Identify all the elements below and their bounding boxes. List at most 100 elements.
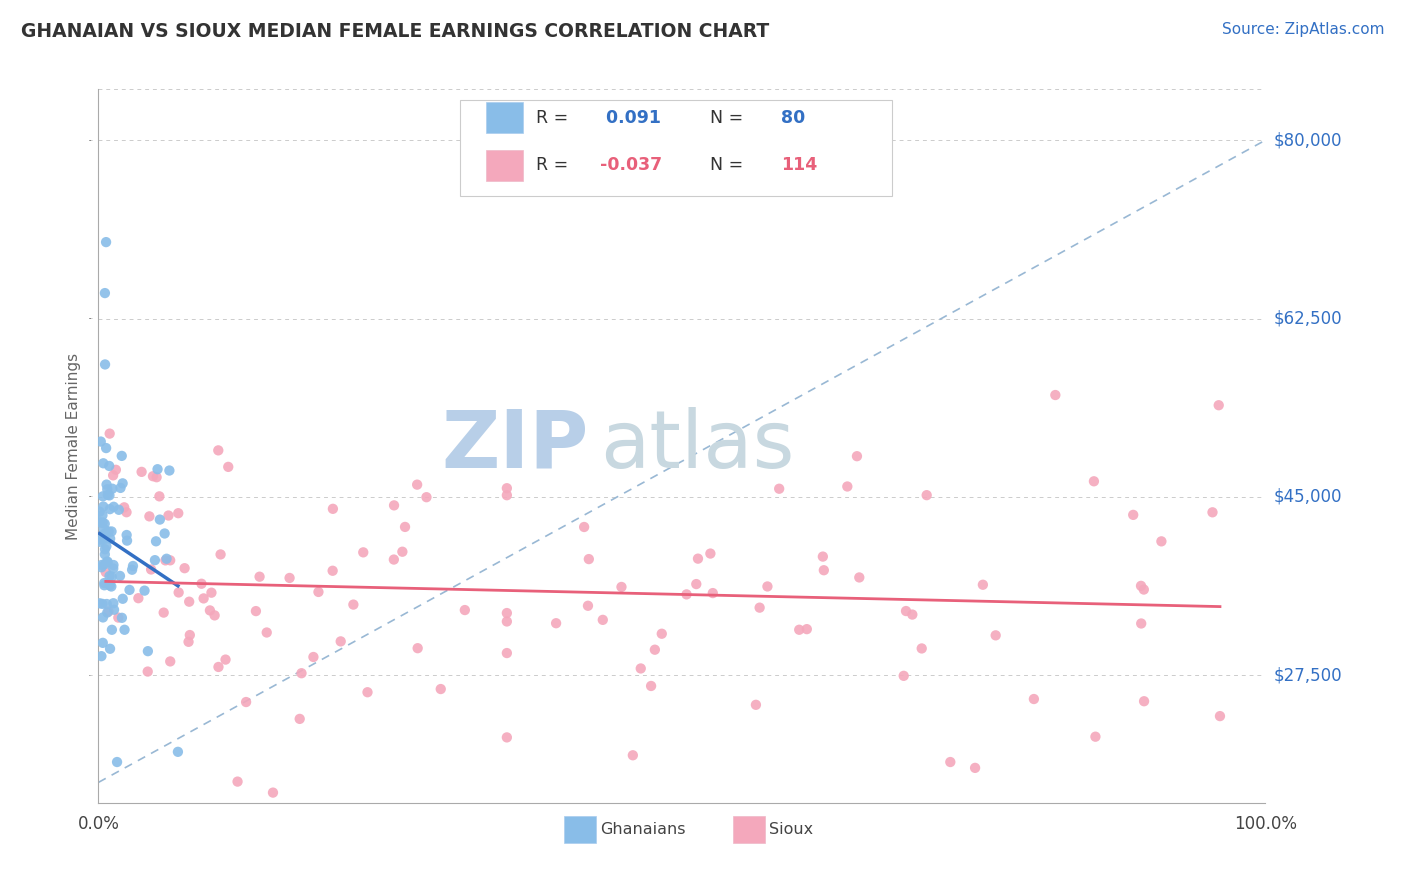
Point xyxy=(91,508,114,523)
Point xyxy=(97,524,120,539)
Point xyxy=(546,616,568,631)
Point xyxy=(103,558,125,572)
Point xyxy=(217,459,239,474)
Point xyxy=(91,489,114,503)
Point xyxy=(1133,694,1156,708)
Point xyxy=(91,636,114,650)
Point xyxy=(748,600,770,615)
Point xyxy=(148,489,170,503)
Point xyxy=(114,623,136,637)
Point xyxy=(496,646,519,660)
Text: Ghanaians: Ghanaians xyxy=(600,822,686,838)
Point xyxy=(105,755,128,769)
Point xyxy=(207,660,229,674)
Point xyxy=(90,649,112,664)
Point xyxy=(103,596,125,610)
Point xyxy=(89,596,111,610)
Point xyxy=(972,578,994,592)
Point xyxy=(167,506,190,520)
Point xyxy=(103,561,125,575)
Point xyxy=(686,551,709,566)
Point xyxy=(496,481,519,495)
Point xyxy=(96,606,118,620)
Point xyxy=(1130,616,1153,631)
Point xyxy=(152,606,174,620)
Point xyxy=(630,661,652,675)
Point xyxy=(209,548,232,562)
Point xyxy=(245,604,267,618)
Point xyxy=(127,591,149,606)
Point xyxy=(100,524,122,539)
Point xyxy=(100,580,122,594)
Point xyxy=(811,549,834,564)
Point xyxy=(149,512,172,526)
Point xyxy=(96,597,118,611)
Point xyxy=(745,698,768,712)
Point xyxy=(101,482,124,496)
Point xyxy=(89,534,111,549)
Point xyxy=(97,605,120,619)
Point xyxy=(173,561,195,575)
Point xyxy=(103,500,125,514)
Point xyxy=(167,745,190,759)
Point xyxy=(111,611,134,625)
Point xyxy=(91,597,114,611)
Point xyxy=(98,502,121,516)
Point xyxy=(415,490,437,504)
Point xyxy=(98,426,121,441)
Point xyxy=(159,654,181,668)
Point xyxy=(98,569,121,583)
Point xyxy=(138,509,160,524)
Point xyxy=(90,558,112,572)
Point xyxy=(91,456,114,470)
Point xyxy=(454,603,477,617)
Point xyxy=(1133,582,1156,597)
Point xyxy=(145,470,167,484)
Point xyxy=(91,500,114,514)
Point xyxy=(382,499,405,513)
Point xyxy=(89,516,111,530)
Point xyxy=(496,731,519,745)
Point xyxy=(94,441,117,455)
Point xyxy=(893,669,915,683)
Point xyxy=(153,526,176,541)
Point xyxy=(278,571,301,585)
Point xyxy=(96,539,118,553)
Point xyxy=(115,528,138,542)
Text: Sioux: Sioux xyxy=(769,822,814,838)
Point xyxy=(190,576,212,591)
Point xyxy=(90,434,112,449)
Point xyxy=(93,576,115,591)
Text: 80: 80 xyxy=(782,109,806,127)
Point xyxy=(496,488,519,502)
Point xyxy=(91,610,114,624)
Text: R =: R = xyxy=(536,156,574,175)
Point xyxy=(94,532,117,546)
Point xyxy=(115,505,138,519)
Point xyxy=(984,628,1007,642)
Text: ZIP: ZIP xyxy=(441,407,589,485)
Point xyxy=(143,553,166,567)
Y-axis label: Median Female Earnings: Median Female Earnings xyxy=(66,352,82,540)
Point xyxy=(352,545,374,559)
Point xyxy=(226,774,249,789)
Point xyxy=(98,641,121,656)
Point xyxy=(179,595,201,609)
Point xyxy=(1084,730,1107,744)
Point xyxy=(1208,398,1230,412)
Point xyxy=(101,623,124,637)
Point xyxy=(651,626,673,640)
Point xyxy=(249,570,271,584)
Point xyxy=(1045,388,1067,402)
Point xyxy=(1083,475,1105,489)
Point xyxy=(1130,579,1153,593)
Point xyxy=(610,580,633,594)
Point xyxy=(302,650,325,665)
Point xyxy=(179,628,201,642)
Point xyxy=(131,465,153,479)
Point xyxy=(91,516,114,530)
Point xyxy=(578,552,600,566)
Text: N =: N = xyxy=(699,109,749,127)
Point xyxy=(159,553,181,567)
Point xyxy=(98,532,121,546)
